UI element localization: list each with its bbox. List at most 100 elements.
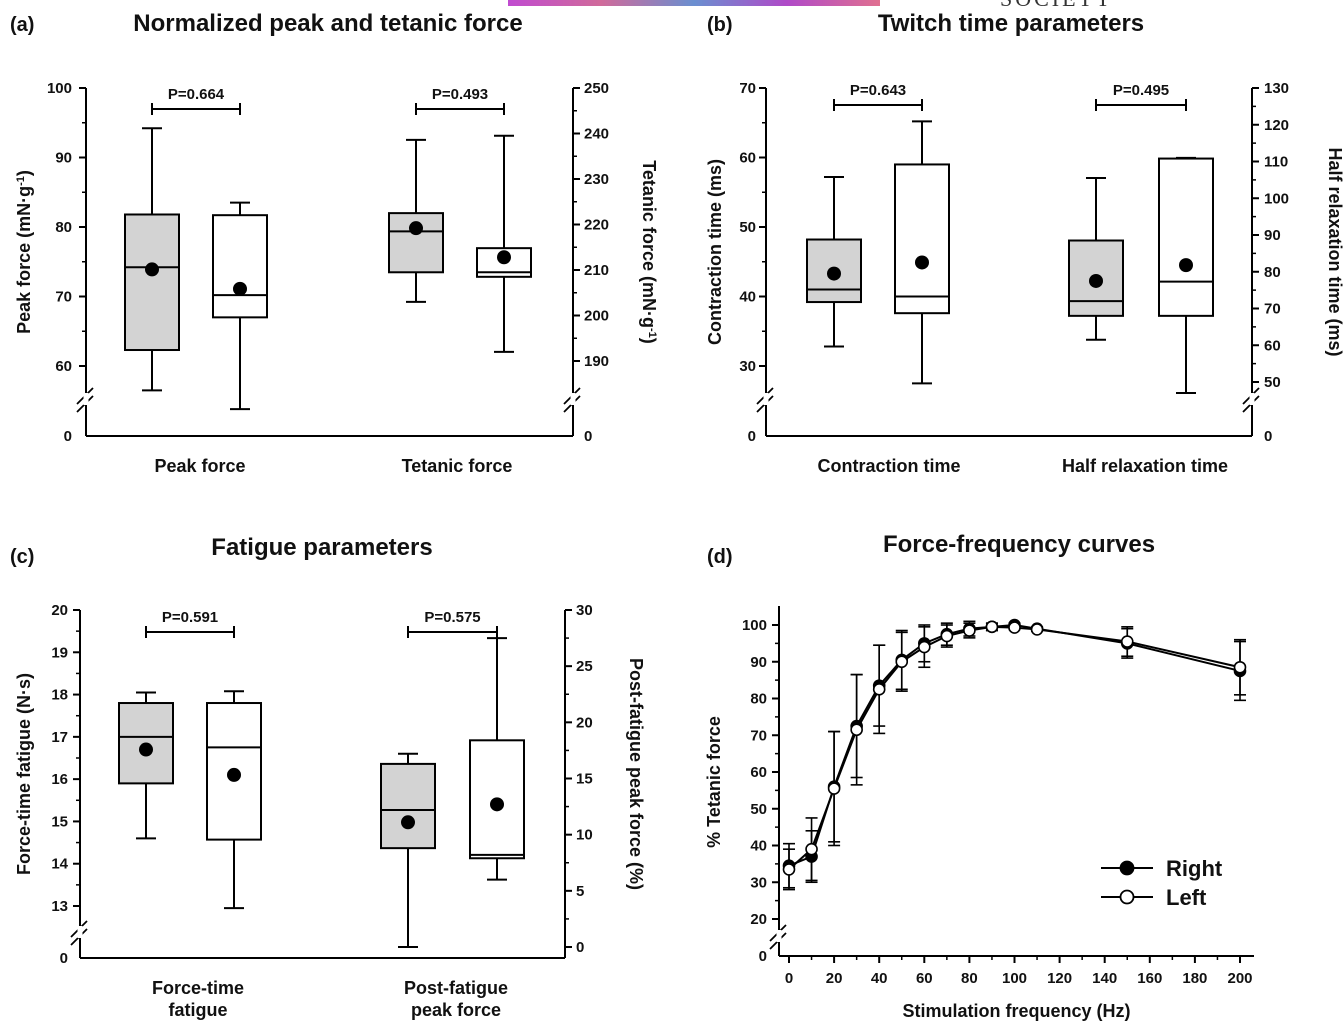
panel-a-pvalue-label: P=0.664 [168,86,225,103]
panel-c-pvalue-label: P=0.575 [424,609,480,626]
panel-b-right-tick-label: 100 [1264,190,1289,207]
panel-c-right-tick-label: 25 [576,658,593,675]
panel-d-y-tick-label: 20 [750,911,767,928]
panel-b-left-tick-label: 70 [739,80,756,97]
panel-d-left-point [827,782,841,795]
panel-d-y-axis-title: % Tetanic force [704,716,724,848]
panel-d-y-tick-label: 70 [750,727,767,744]
panel-d-y-tick-label: 30 [750,874,767,891]
panel-d-legend-right-label: Right [1166,856,1223,881]
panel-c-right-box-mean-marker [401,815,415,830]
panel-d-legend-right-marker [1119,860,1135,876]
panel-a-left-box [212,214,268,319]
panel-a-right-tick-label: 230 [584,171,609,188]
panel-a-left-box-mean-marker [497,250,511,265]
panel-title-a: Normalized peak and tetanic force [133,10,522,37]
panel-a-left-zero-label: 0 [64,428,72,445]
panel-c-left-box-mean-marker [227,767,241,782]
panel-d-y-tick-label: 50 [750,801,767,818]
panel-a-right-box-mean-marker [409,221,423,236]
panel-b-right-box-mean-marker [827,266,841,281]
panel-b-left-box-mean-marker [1179,258,1193,273]
panel-b-right-box-mean-marker [1089,273,1103,288]
panel-a-left-tick-label: 70 [55,289,72,306]
panel-d-y-tick-label: 90 [750,654,767,671]
panel-a-right-tick-label: 250 [584,80,609,97]
panel-b-left-tick-label: 60 [739,150,756,167]
panel-a-right-tick-label: 200 [584,308,609,325]
panel-d-x-tick-label: 120 [1047,970,1072,987]
panel-b-pvalue-label: P=0.495 [1113,82,1169,99]
panel-c-right-tick-label: 0 [576,939,584,956]
panel-d-left-point [805,842,818,856]
panel-letter-a: (a) [10,14,34,36]
panel-title-d: Force-frequency curves [883,531,1155,558]
panel-c-right-box-mean-marker [139,742,153,757]
panel-a-right-tick-label: 220 [584,217,609,234]
panel-c-left-tick-label: 18 [51,687,68,704]
panel-c-left-tick-label: 16 [51,771,68,788]
panel-c-left-axis-title: Force-time fatigue (N·s) [14,673,34,875]
panel-c-category-label: Post-fatigue [404,978,508,998]
panel-c-category-label: Force-time [152,978,244,998]
panel-b-right-tick-label: 70 [1264,301,1281,318]
panel-b-left-box [894,163,950,315]
panel-title-b: Twitch time parameters [878,10,1144,37]
panel-a-right-tick-label: 210 [584,262,609,279]
panel-c-left-tick-label: 13 [51,898,68,915]
panel-c-category-label: peak force [411,1000,501,1020]
panel-b-right-tick-label: 110 [1264,154,1288,171]
panel-c-left-zero-label: 0 [60,950,68,967]
panel-c-right-tick-label: 20 [576,714,593,731]
panel-a-category-label: Tetanic force [402,456,513,476]
panel-b-category-label: Contraction time [817,456,960,476]
panel-c-right-box [380,762,436,850]
panel-a-right-zero-label: 0 [584,428,592,445]
panel-b-pvalue-label: P=0.643 [850,82,906,99]
panel-title-c: Fatigue parameters [211,534,432,561]
panel-a-right-axis-title: Tetanic force (mN·g-1) [639,160,659,343]
panel-b-right-tick-label: 80 [1264,264,1281,281]
panel-d-left-point [985,620,999,634]
panel-d-x-tick-label: 180 [1182,970,1207,987]
panel-a-category-label: Peak force [154,456,245,476]
panel-d-x-tick-label: 200 [1227,970,1252,987]
panel-d-x-tick-label: 100 [1002,970,1027,987]
panel-d-x-tick-label: 40 [871,970,888,987]
panel-a-pvalue-label: P=0.493 [432,86,488,103]
panel-c-left-tick-label: 20 [51,602,68,619]
panel-d-legend-left-marker [1119,889,1135,905]
header-banner-strip [508,0,880,6]
panel-d-x-tick-label: 160 [1137,970,1162,987]
panel-b-right-tick-label: 120 [1264,117,1289,134]
panel-c-left-box-mean-marker [490,797,504,812]
panel-b-right-tick-label: 130 [1264,80,1289,97]
panel-d-x-tick-label: 140 [1092,970,1117,987]
panel-a-right-box [124,213,180,352]
panel-d-x-tick-label: 20 [826,970,843,987]
panel-b-category-label: Half relaxation time [1062,456,1228,476]
panel-d-left-point [1233,660,1247,674]
panel-letter-c: (c) [10,546,34,568]
panel-d-left-point [940,629,954,643]
panel-d-left-point [895,655,909,669]
panel-d-left-point [917,640,931,654]
panel-d-left-point [963,624,976,637]
panel-letter-d: (d) [707,546,733,568]
panel-d-y-tick-label: 60 [750,764,767,781]
panel-b-left-zero-label: 0 [748,428,756,445]
panel-d-left-point [782,863,796,876]
panel-b-left-axis-title: Contraction time (ms) [705,159,725,345]
panel-b-right-tick-label: 90 [1264,227,1281,244]
panel-b-right-tick-label: 50 [1264,374,1281,391]
panel-d-left-point [1120,635,1134,648]
panel-c-left-box [206,702,262,841]
panel-b-left-tick-label: 50 [739,219,756,236]
panel-d-y-tick-label: 100 [742,617,767,634]
panel-c-left-tick-label: 19 [51,644,68,661]
panel-c-right-axis-title: Post-fatigue peak force (%) [626,658,646,890]
panel-b-right-axis-title: Half relaxation time (ms) [1325,147,1343,356]
panel-a-left-tick-label: 60 [55,358,72,375]
panel-b-left-box-mean-marker [915,255,929,270]
